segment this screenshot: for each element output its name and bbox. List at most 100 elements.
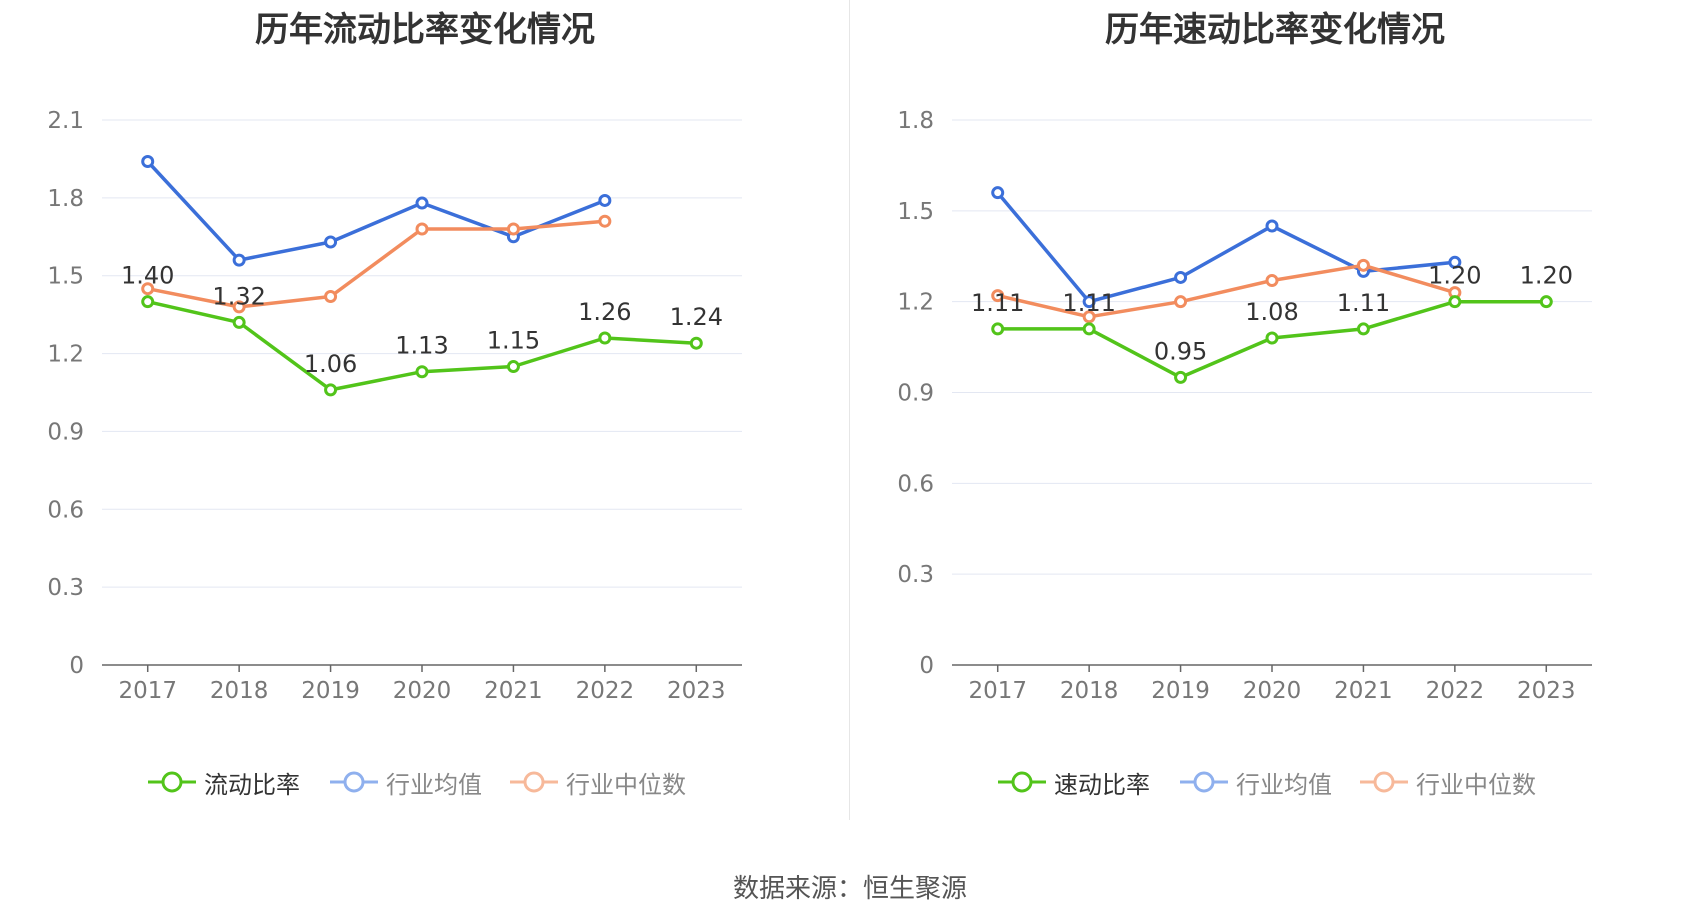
series-primary-point	[141, 295, 155, 309]
x-tick-label: 2018	[210, 678, 269, 704]
series-industry-average-line	[996, 191, 1456, 304]
series-industry-average-point	[232, 253, 246, 267]
panel-divider	[849, 0, 850, 820]
current-ratio-chart: 0 0.3 0.6 0.9 1.2 1.5 1.8 2.1 2017 2018 2019 2020 20…	[47, 108, 742, 704]
y-tick-label: 0.3	[47, 575, 84, 601]
series-industry-median-point	[506, 222, 520, 236]
data-label: 1.11	[1062, 289, 1115, 317]
legend-item-industry-median[interactable]: 行业中位数	[1360, 762, 1536, 802]
series-primary-point	[689, 336, 703, 350]
legend-label: 行业中位数	[566, 770, 686, 799]
series-industry-median-point	[598, 214, 612, 228]
series-industry-average-point	[324, 235, 338, 249]
series-primary-point	[1448, 295, 1462, 309]
series-industry-average-point	[1082, 295, 1096, 309]
y-tick-label: 0.9	[47, 419, 84, 445]
series-industry-average-point	[1174, 270, 1188, 284]
data-label: 1.40	[121, 262, 174, 290]
series-primary-point	[415, 365, 429, 379]
series-industry-median-line	[997, 263, 1456, 319]
current-ratio-chart-panel: 历年流动比率变化情况 0 0.3 0.6 0.9 1.2 1.5 1.8 2.1 2017 201…	[0, 0, 850, 820]
series-industry-average-point	[991, 186, 1005, 200]
chart-title: 历年流动比率变化情况	[255, 10, 595, 50]
x-tick-label: 2021	[484, 678, 543, 704]
series-industry-average-point	[598, 193, 612, 207]
legend-line-marker-icon	[1360, 771, 1408, 793]
legend-line-marker-icon	[330, 771, 378, 793]
series-primary-point	[324, 383, 338, 397]
x-tick-label: 2022	[576, 678, 635, 704]
series-industry-average-point	[415, 196, 429, 210]
legend-label: 流动比率	[204, 770, 300, 799]
data-label: 1.26	[578, 298, 631, 326]
chart-title: 历年速动比率变化情况	[1105, 10, 1445, 50]
y-tick-label: 1.2	[47, 342, 84, 368]
data-label: 1.15	[487, 327, 540, 355]
legend-item-current-ratio[interactable]: 流动比率	[148, 762, 300, 802]
series-industry-average-point	[141, 155, 155, 169]
y-tick-label: 0.6	[47, 497, 84, 523]
y-tick-label: 0.9	[897, 381, 934, 407]
y-tick-label: 1.8	[897, 108, 934, 134]
series-primary-point	[1174, 370, 1188, 384]
legend-label: 行业均值	[386, 770, 482, 799]
series-industry-median-point	[991, 289, 1005, 303]
data-label: 1.20	[1520, 262, 1573, 290]
legend-item-industry-average[interactable]: 行业均值	[1180, 762, 1332, 802]
x-tick-label: 2017	[968, 678, 1027, 704]
y-tick-label: 0	[919, 653, 934, 679]
x-tick-label: 2022	[1426, 678, 1485, 704]
chart-legend: 流动比率 行业均值 行业中位数	[0, 762, 850, 802]
x-tick-label: 2023	[667, 678, 726, 704]
series-industry-median-point	[141, 282, 155, 296]
y-tick-label: 0.3	[897, 562, 934, 588]
series-industry-median-point	[232, 300, 246, 314]
y-tick-label: 0	[69, 653, 84, 679]
data-label: 1.20	[1428, 262, 1481, 290]
series-primary-point	[506, 360, 520, 374]
y-tick-label: 1.5	[47, 264, 84, 290]
data-label: 1.06	[304, 350, 357, 378]
series-industry-median-point	[324, 289, 338, 303]
series-primary-point	[1265, 331, 1279, 345]
x-tick-label: 2020	[1243, 678, 1302, 704]
quick-ratio-chart-panel: 历年速动比率变化情况 0 0.3 0.6 0.9 1.2 1.5 1.8 2017 2018 20…	[850, 0, 1700, 820]
series-industry-median-line	[147, 219, 606, 309]
series-primary-point	[1539, 295, 1553, 309]
data-label: 1.11	[1337, 289, 1390, 317]
y-tick-label: 0.6	[897, 471, 934, 497]
x-tick-label: 2017	[118, 678, 177, 704]
legend-label: 行业均值	[1236, 770, 1332, 799]
data-label: 1.08	[1245, 298, 1298, 326]
legend-line-marker-icon	[998, 771, 1046, 793]
y-tick-label: 1.2	[897, 290, 934, 316]
legend-line-marker-icon	[148, 771, 196, 793]
series-industry-median-point	[1174, 295, 1188, 309]
x-tick-label: 2023	[1517, 678, 1576, 704]
series-primary-point	[232, 315, 246, 329]
chart-legend: 速动比率 行业均值 行业中位数	[850, 762, 1700, 802]
series-industry-median-point	[415, 222, 429, 236]
data-label: 1.24	[670, 303, 723, 331]
data-label: 1.32	[212, 282, 265, 310]
legend-line-marker-icon	[510, 771, 558, 793]
y-tick-label: 1.8	[47, 186, 84, 212]
x-tick-label: 2021	[1334, 678, 1393, 704]
x-tick-label: 2020	[393, 678, 452, 704]
legend-line-marker-icon	[1180, 771, 1228, 793]
legend-item-industry-average[interactable]: 行业均值	[330, 762, 482, 802]
series-primary-point	[598, 331, 612, 345]
series-industry-average-point	[1265, 219, 1279, 233]
data-label: 1.13	[395, 332, 448, 360]
x-tick-label: 2019	[1151, 678, 1210, 704]
legend-item-quick-ratio[interactable]: 速动比率	[998, 762, 1150, 802]
series-industry-average-point	[1448, 255, 1462, 269]
data-label: 1.11	[971, 289, 1024, 317]
series-primary-point	[1082, 322, 1096, 336]
series-primary-point	[1356, 322, 1370, 336]
legend-item-industry-median[interactable]: 行业中位数	[510, 762, 686, 802]
quick-ratio-chart: 0 0.3 0.6 0.9 1.2 1.5 1.8 2017 2018 2019 2020 2021 2…	[897, 108, 1592, 704]
data-label: 0.95	[1154, 337, 1207, 365]
y-tick-label: 2.1	[47, 108, 84, 134]
series-industry-median-point	[1082, 310, 1096, 324]
